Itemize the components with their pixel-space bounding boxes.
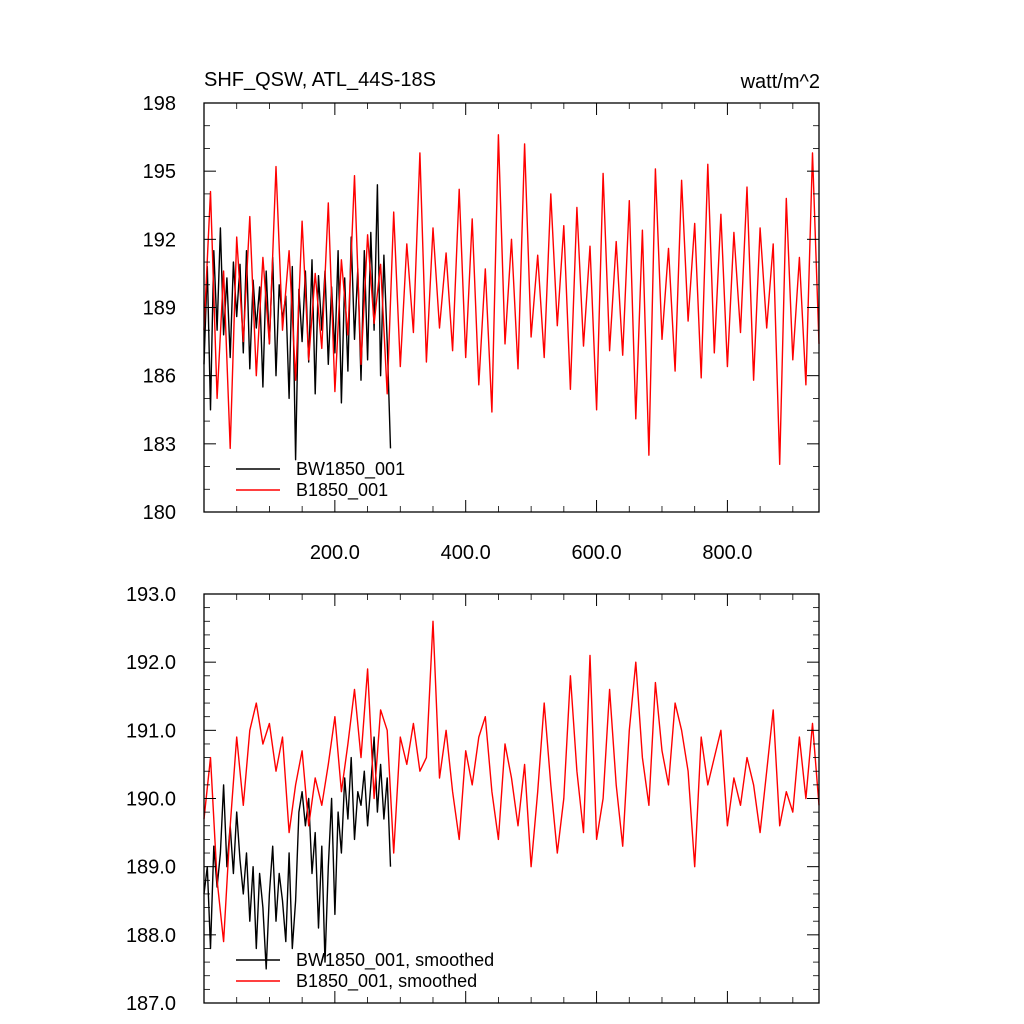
series-line-b1850 [203, 134, 820, 465]
x-tick-label: 600.0 [572, 542, 622, 564]
legend-label: B1850_001 [296, 480, 388, 501]
legend-label: BW1850_001, smoothed [296, 950, 494, 971]
y-tick-label: 193.0 [126, 584, 176, 606]
y-tick-label: 191.0 [126, 720, 176, 742]
y-tick-label: 198 [143, 93, 176, 115]
top-axis-ticks: 180 183 186 189 192 195 198 200.0 400.0 600.0 800.… [143, 93, 819, 564]
units-label: watt/m^2 [740, 71, 820, 93]
legend-label: BW1850_001 [296, 459, 405, 480]
x-tick-label: 800.0 [702, 542, 752, 564]
y-tick-label: 192.0 [126, 652, 176, 674]
chart-title: SHF_QSW, ATL_44S-18S [204, 69, 436, 91]
y-tick-label: 189 [143, 298, 176, 320]
y-tick-label: 192 [143, 229, 176, 251]
top-plot-frame [203, 102, 820, 513]
y-tick-label: 195 [143, 161, 176, 183]
bottom-plot-frame [203, 593, 820, 1004]
y-tick-label: 180 [143, 502, 176, 524]
bottom-series-group [203, 620, 820, 970]
x-tick-label: 200.0 [310, 542, 360, 564]
top-panel: SHF_QSW, ATL_44S-18S watt/m^2 BW1850_001… [143, 69, 820, 564]
top-series-group [203, 134, 820, 465]
y-tick-label: 186 [143, 366, 176, 388]
y-tick-label: 189.0 [126, 857, 176, 879]
bottom-axis-ticks: 187.0 188.0 189.0 190.0 191.0 192.0 193.0 [126, 584, 819, 1015]
y-tick-label: 188.0 [126, 925, 176, 947]
series-line-b1850 [203, 620, 820, 943]
series-line-bw1850 [203, 736, 392, 970]
y-tick-label: 187.0 [126, 993, 176, 1015]
x-tick-label: 400.0 [441, 542, 491, 564]
y-tick-label: 183 [143, 434, 176, 456]
legend-label: B1850_001, smoothed [296, 971, 477, 992]
y-tick-label: 190.0 [126, 789, 176, 811]
